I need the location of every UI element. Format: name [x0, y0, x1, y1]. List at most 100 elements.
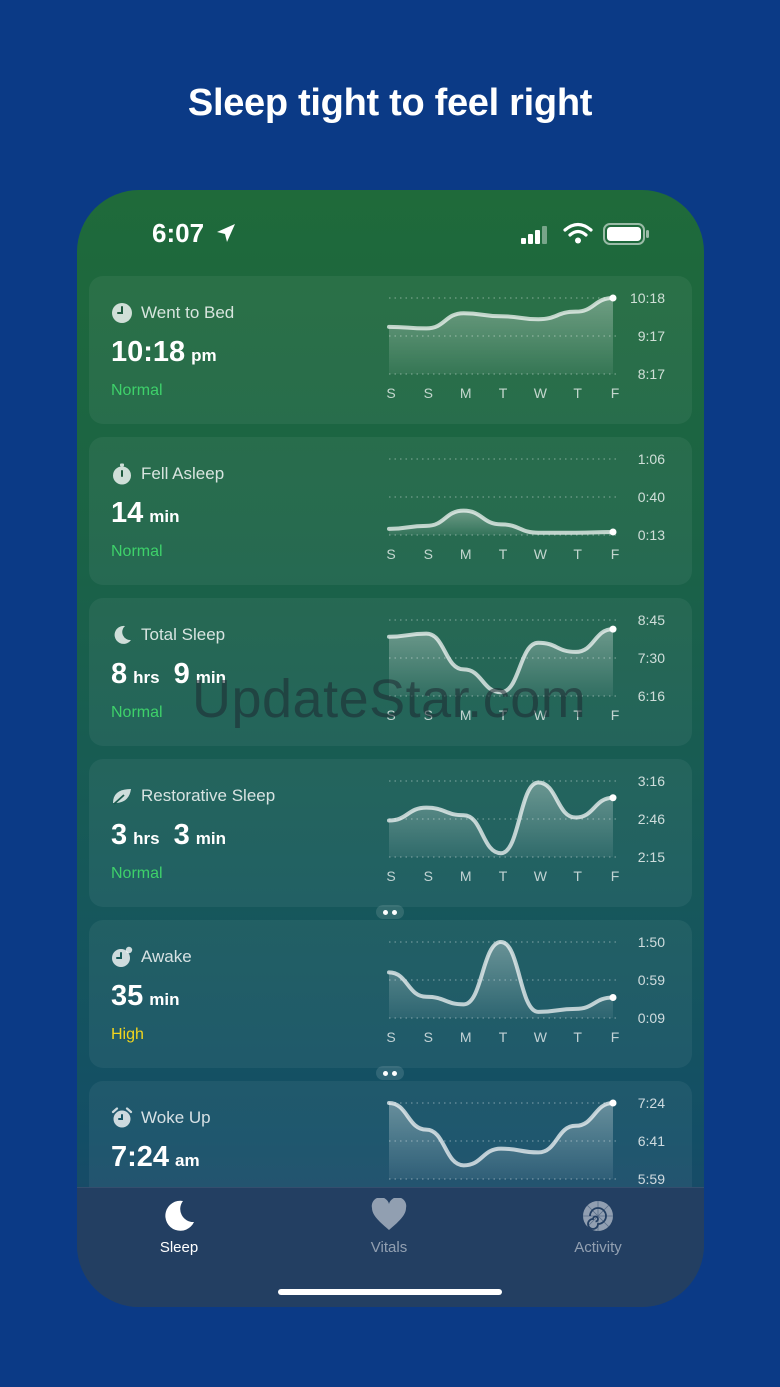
day-label: S — [424, 707, 433, 723]
tab-label: Vitals — [370, 1239, 408, 1256]
day-label: W — [534, 546, 548, 562]
value-number: 14 — [111, 497, 144, 529]
latest-point — [609, 1099, 617, 1107]
trend-area — [389, 782, 613, 857]
day-label: S — [424, 1029, 433, 1045]
value-number: 35 — [111, 980, 144, 1012]
y-axis-label: 1:06 — [638, 451, 665, 467]
value-unit: min — [195, 668, 226, 687]
y-axis-label: 6:41 — [638, 1133, 665, 1149]
headline: Sleep tight to feel right — [187, 82, 593, 124]
page-dot — [392, 910, 397, 915]
day-label: S — [386, 707, 395, 723]
latest-point — [609, 794, 617, 802]
trend-area — [389, 298, 613, 374]
trend-chart: 7:246:415:59SSMTWTF — [387, 1095, 665, 1187]
card-value: 35 min — [111, 980, 194, 1013]
tab-vitals[interactable]: Vitals — [309, 1188, 469, 1268]
day-label: T — [499, 707, 508, 723]
page-dots[interactable] — [376, 905, 404, 919]
status-label: Normal — [111, 865, 163, 882]
card-title: Woke Up — [141, 1108, 211, 1127]
latest-point — [609, 993, 617, 1001]
trend-line — [387, 1101, 615, 1168]
day-label: W — [534, 707, 548, 723]
leaf-icon — [113, 789, 131, 805]
trend-line — [387, 627, 615, 695]
zzz-clock-icon — [112, 946, 133, 967]
trend-chart: 1:06 0:40 0:13 S S M T W T F — [386, 451, 665, 562]
day-label: M — [460, 868, 472, 884]
trend-area — [389, 629, 613, 696]
metrics-list[interactable]: Went to Bed 10:18 pm Normal 10:18 9:17 8:17 S S M… — [77, 276, 704, 1187]
page-dot — [392, 1071, 397, 1076]
latest-point — [609, 294, 617, 302]
day-label: T — [573, 385, 582, 401]
day-label: M — [460, 546, 472, 562]
metric-card-fell-asleep[interactable]: Fell Asleep 14 min Normal 1:06 0:40 0:13 S S M T W T… — [89, 437, 692, 585]
trend-chart: 10:18 9:17 8:17 S S M T W T F — [386, 290, 665, 401]
day-label: F — [611, 868, 620, 884]
status-label: High — [111, 1026, 144, 1043]
metric-card-went-to-bed[interactable]: Went to Bed 10:18 pm Normal 10:18 9:17 8:17 S S M… — [89, 276, 692, 424]
y-axis-label: 3:16 — [638, 773, 665, 789]
tab-activity[interactable]: Activity — [518, 1188, 678, 1268]
latest-point — [609, 625, 617, 633]
value-number: 9 — [173, 658, 190, 690]
alarm-clock-icon — [111, 1107, 133, 1128]
moon-icon — [114, 625, 131, 644]
wifi-icon — [563, 222, 593, 244]
y-axis-label: 2:46 — [638, 811, 665, 827]
value-unit: min — [195, 829, 226, 848]
card-value: 14 min — [111, 497, 194, 530]
day-label: W — [534, 1029, 548, 1045]
day-label: S — [386, 868, 395, 884]
card-value: 7:24 am — [111, 1141, 214, 1174]
heart-icon — [371, 1198, 407, 1230]
card-title: Restorative Sleep — [141, 786, 276, 805]
y-axis-label: 5:59 — [638, 1171, 665, 1187]
trend-line — [387, 296, 615, 331]
trend-line — [387, 939, 615, 1014]
status-bar: 6:07 — [77, 190, 704, 276]
day-label: F — [611, 1029, 620, 1045]
day-label: M — [460, 385, 472, 401]
stopwatch-icon — [113, 463, 131, 485]
page-dots[interactable] — [376, 1066, 404, 1080]
day-label: T — [499, 1029, 508, 1045]
value-unit: hrs — [133, 829, 160, 848]
day-label: M — [460, 707, 472, 723]
value-number: 3 — [111, 819, 128, 851]
day-label: F — [611, 707, 620, 723]
day-label: M — [460, 1029, 472, 1045]
y-axis-label: 2:15 — [638, 849, 665, 865]
day-label: S — [386, 1029, 395, 1045]
home-indicator[interactable] — [278, 1289, 502, 1295]
battery-icon — [603, 223, 649, 245]
metric-card-total-sleep[interactable]: Total Sleep 8 hrs 9 min Normal 8:45 7:30 6:16 S S M… — [89, 598, 692, 746]
trend-area — [389, 1103, 613, 1179]
trend-chart: 3:16 2:46 2:15 S S M T W T F — [386, 773, 665, 884]
card-title: Fell Asleep — [141, 464, 225, 483]
metric-card-restorative-sleep[interactable]: Restorative Sleep 3 hrs 3 min Normal 3:16 2:46 2… — [89, 759, 692, 907]
card-title: Awake — [141, 947, 192, 966]
y-axis-label: 7:30 — [638, 650, 665, 666]
metric-card-awake[interactable]: Awake 35 min High 1:50 0:59 0:09 S S M T W T F — [89, 920, 692, 1068]
watermark: UpdateStar.com — [192, 669, 587, 729]
card-title: Total Sleep — [141, 625, 226, 644]
nautilus-shell-icon — [583, 1201, 613, 1231]
day-label: T — [573, 546, 582, 562]
day-label: S — [424, 385, 433, 401]
tab-sleep[interactable]: Sleep — [99, 1188, 259, 1268]
y-axis-label: 6:16 — [638, 688, 665, 704]
card-value: 10:18 pm — [111, 336, 231, 369]
day-label: S — [386, 546, 395, 562]
value-unit: min — [149, 507, 180, 526]
trend-chart: 1:50 0:59 0:09 S S M T W T F — [386, 934, 665, 1045]
status-label: Normal — [111, 382, 163, 399]
y-axis-label: 7:24 — [638, 1095, 665, 1111]
day-label: T — [573, 707, 582, 723]
y-axis-label: 10:18 — [630, 290, 665, 306]
value-unit: hrs — [133, 668, 160, 687]
